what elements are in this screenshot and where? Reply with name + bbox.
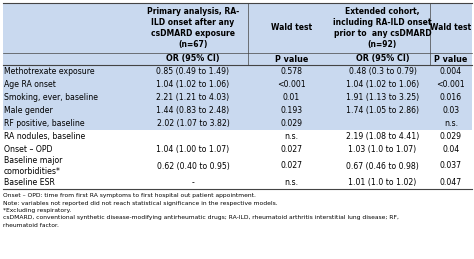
Text: *Excluding respiratory.: *Excluding respiratory. xyxy=(3,208,71,213)
Text: 0.004: 0.004 xyxy=(440,67,462,76)
Text: 1.74 (1.05 to 2.86): 1.74 (1.05 to 2.86) xyxy=(346,106,419,115)
Text: Onset – OPD: Onset – OPD xyxy=(4,145,53,154)
Text: 0.01: 0.01 xyxy=(283,93,300,102)
Text: OR (95% CI): OR (95% CI) xyxy=(166,54,220,63)
Bar xyxy=(3,91,472,104)
Text: 0.62 (0.40 to 0.95): 0.62 (0.40 to 0.95) xyxy=(156,162,229,170)
Text: 0.027: 0.027 xyxy=(281,162,302,170)
Text: <0.001: <0.001 xyxy=(277,80,306,89)
Text: Methotrexate exposure: Methotrexate exposure xyxy=(4,67,95,76)
Text: 0.03: 0.03 xyxy=(442,106,460,115)
Text: 1.04 (1.00 to 1.07): 1.04 (1.00 to 1.07) xyxy=(156,145,229,154)
Text: 2.02 (1.07 to 3.82): 2.02 (1.07 to 3.82) xyxy=(156,119,229,128)
Text: 0.193: 0.193 xyxy=(281,106,302,115)
Bar xyxy=(3,53,472,65)
Text: Note: variables not reported did not reach statistical significance in the respe: Note: variables not reported did not rea… xyxy=(3,200,278,205)
Bar xyxy=(3,3,472,53)
Text: Extended cohort,
including RA-ILD onset
prior to  any csDMARD
(n=92): Extended cohort, including RA-ILD onset … xyxy=(333,7,432,49)
Text: 2.19 (1.08 to 4.41): 2.19 (1.08 to 4.41) xyxy=(346,132,419,141)
Text: 0.047: 0.047 xyxy=(440,178,462,187)
Text: 0.04: 0.04 xyxy=(442,145,460,154)
Text: 1.04 (1.02 to 1.06): 1.04 (1.02 to 1.06) xyxy=(156,80,229,89)
Text: 0.029: 0.029 xyxy=(440,132,462,141)
Text: 2.21 (1.21 to 4.03): 2.21 (1.21 to 4.03) xyxy=(156,93,229,102)
Text: Smoking, ever, baseline: Smoking, ever, baseline xyxy=(4,93,98,102)
Text: Onset – OPD: time from first RA symptoms to first hospital out patient appointme: Onset – OPD: time from first RA symptoms… xyxy=(3,193,256,198)
Text: 1.44 (0.83 to 2.48): 1.44 (0.83 to 2.48) xyxy=(156,106,229,115)
Text: Male gender: Male gender xyxy=(4,106,53,115)
Text: Primary analysis, RA-
ILD onset after any
csDMARD exposure
(n=67): Primary analysis, RA- ILD onset after an… xyxy=(147,7,239,49)
Text: 1.01 (1.0 to 1.02): 1.01 (1.0 to 1.02) xyxy=(348,178,417,187)
Text: <0.001: <0.001 xyxy=(437,80,465,89)
Text: 0.85 (0.49 to 1.49): 0.85 (0.49 to 1.49) xyxy=(156,67,229,76)
Text: n.s.: n.s. xyxy=(284,178,299,187)
Bar xyxy=(3,65,472,78)
Bar xyxy=(3,117,472,130)
Text: Age RA onset: Age RA onset xyxy=(4,80,56,89)
Text: RF positive, baseline: RF positive, baseline xyxy=(4,119,85,128)
Text: 0.578: 0.578 xyxy=(281,67,302,76)
Text: 1.91 (1.13 to 3.25): 1.91 (1.13 to 3.25) xyxy=(346,93,419,102)
Text: Wald test: Wald test xyxy=(271,24,312,32)
Bar xyxy=(3,104,472,117)
Text: -: - xyxy=(191,178,194,187)
Text: P value: P value xyxy=(434,54,468,63)
Text: n.s.: n.s. xyxy=(284,132,299,141)
Text: P value: P value xyxy=(275,54,308,63)
Text: 0.037: 0.037 xyxy=(440,162,462,170)
Text: n.s.: n.s. xyxy=(444,119,458,128)
Text: rheumatoid factor.: rheumatoid factor. xyxy=(3,223,59,228)
Text: 1.04 (1.02 to 1.06): 1.04 (1.02 to 1.06) xyxy=(346,80,419,89)
Text: Wald test: Wald test xyxy=(430,24,472,32)
Text: 0.027: 0.027 xyxy=(281,145,302,154)
Text: Baseline major
comorbidities*: Baseline major comorbidities* xyxy=(4,156,63,176)
Text: OR (95% CI): OR (95% CI) xyxy=(356,54,410,63)
Bar xyxy=(3,78,472,91)
Text: 1.03 (1.0 to 1.07): 1.03 (1.0 to 1.07) xyxy=(348,145,417,154)
Text: csDMARD, conventional synthetic disease-modifying antirheumatic drugs; RA-ILD, r: csDMARD, conventional synthetic disease-… xyxy=(3,215,399,220)
Text: 0.029: 0.029 xyxy=(281,119,302,128)
Text: RA nodules, baseline: RA nodules, baseline xyxy=(4,132,85,141)
Text: Baseline ESR: Baseline ESR xyxy=(4,178,55,187)
Text: 0.67 (0.46 to 0.98): 0.67 (0.46 to 0.98) xyxy=(346,162,419,170)
Text: 0.016: 0.016 xyxy=(440,93,462,102)
Text: 0.48 (0.3 to 0.79): 0.48 (0.3 to 0.79) xyxy=(348,67,417,76)
